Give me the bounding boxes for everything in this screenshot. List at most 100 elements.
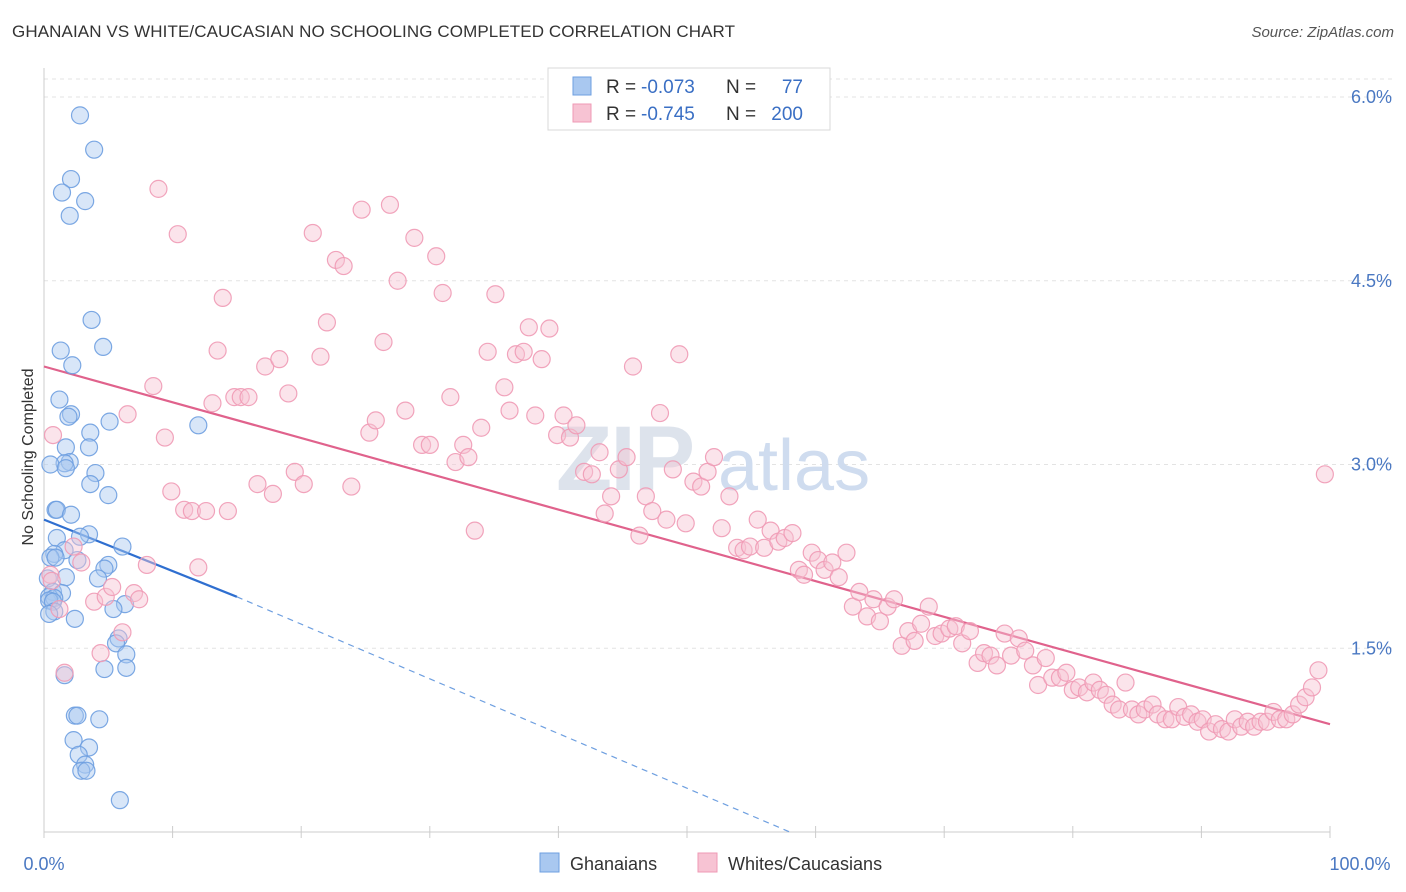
- point-0-14: [189, 416, 208, 435]
- point-1-8: [91, 644, 110, 663]
- series-ghanaians: [38, 106, 208, 810]
- point-0-35: [46, 548, 65, 567]
- point-1-153: [1097, 685, 1116, 704]
- point-0-29: [70, 527, 90, 546]
- point-1-137: [987, 656, 1007, 675]
- point-0-55: [117, 645, 136, 664]
- point-1-19: [162, 482, 181, 501]
- point-1-108: [789, 560, 808, 579]
- point-1-44: [342, 477, 361, 496]
- point-1-184: [1296, 688, 1315, 707]
- top-legend: R = -0.073 N = 77 R = -0.745 N = 200: [547, 67, 831, 131]
- point-0-8: [51, 341, 70, 360]
- point-1-74: [554, 406, 573, 425]
- point-1-133: [960, 621, 980, 641]
- point-1-34: [263, 484, 283, 503]
- point-0-3: [52, 183, 72, 202]
- data-points: [38, 106, 1334, 810]
- point-1-3: [50, 599, 69, 619]
- y-tick-label-1: 3.0%: [1351, 455, 1392, 475]
- point-1-37: [285, 462, 304, 481]
- point-1-1: [42, 571, 61, 590]
- point-1-117: [850, 582, 869, 602]
- point-1-186: [1309, 661, 1328, 680]
- y-tick-label-2: 4.5%: [1351, 271, 1392, 291]
- point-1-143: [1028, 675, 1048, 695]
- point-1-6: [72, 553, 91, 572]
- legend-n-value-ghanaians: 77: [782, 77, 803, 98]
- trend-ghanaians: [43, 518, 238, 598]
- point-0-52: [65, 609, 84, 628]
- point-0-40: [88, 569, 108, 588]
- point-1-45: [352, 200, 371, 219]
- gridlines: [44, 78, 1392, 649]
- point-0-22: [86, 463, 105, 483]
- point-0-15: [81, 423, 100, 442]
- point-1-30: [231, 388, 250, 407]
- point-0-66: [72, 761, 91, 780]
- point-1-55: [427, 247, 446, 266]
- point-1-35: [270, 350, 289, 369]
- point-1-52: [405, 228, 424, 247]
- point-0-1: [85, 140, 104, 159]
- point-1-43: [334, 256, 353, 276]
- point-1-76: [567, 416, 586, 435]
- point-1-32: [248, 475, 267, 494]
- watermark-zip: ZIP: [556, 408, 693, 510]
- point-1-69: [519, 318, 538, 337]
- legend-frame: [547, 67, 831, 131]
- point-1-7: [85, 592, 104, 611]
- y-axis-label: No Schooling Completed: [20, 369, 37, 546]
- point-1-33: [256, 357, 275, 376]
- point-1-17: [149, 179, 168, 198]
- point-1-4: [55, 663, 74, 682]
- point-1-64: [486, 285, 505, 304]
- point-1-112: [815, 560, 834, 579]
- point-1-78: [582, 465, 601, 484]
- point-0-24: [99, 486, 118, 505]
- point-1-83: [617, 448, 636, 467]
- point-0-67: [77, 761, 96, 780]
- watermark-atlas: atlas: [718, 426, 870, 506]
- point-1-60: [459, 448, 478, 467]
- point-0-27: [61, 505, 81, 524]
- point-1-120: [870, 612, 890, 631]
- bottom-legend-swatch-whites: [697, 852, 718, 873]
- point-0-51: [40, 604, 59, 624]
- point-1-80: [595, 504, 614, 523]
- point-1-107: [783, 523, 802, 543]
- x-tick-label-0: 0.0%: [23, 854, 64, 874]
- legend-n-label-1: N =: [726, 77, 756, 98]
- point-1-71: [532, 350, 551, 369]
- legend-swatch-ghanaians: [572, 76, 592, 96]
- point-1-70: [526, 406, 545, 425]
- point-1-119: [864, 590, 883, 609]
- point-1-85: [630, 526, 649, 545]
- point-1-131: [946, 617, 965, 636]
- point-0-2: [61, 169, 81, 189]
- point-1-166: [1182, 705, 1201, 724]
- point-1-28: [218, 501, 237, 521]
- point-1-92: [676, 514, 695, 533]
- point-1-18: [155, 428, 174, 447]
- point-0-16: [56, 438, 75, 457]
- point-1-31: [239, 388, 258, 407]
- point-1-121: [878, 597, 897, 616]
- point-1-177: [1251, 712, 1270, 731]
- bottom-legend-ghanaians: Ghanaians: [570, 854, 657, 874]
- point-1-182: [1283, 705, 1302, 724]
- point-1-136: [981, 646, 1000, 665]
- point-1-15: [137, 555, 156, 575]
- point-1-14: [130, 590, 149, 609]
- point-1-185: [1302, 678, 1322, 697]
- point-0-31: [113, 537, 132, 556]
- point-0-11: [61, 405, 81, 424]
- bottom-legend-swatch-ghanaians: [539, 852, 560, 873]
- point-0-23: [81, 475, 100, 494]
- point-0-4: [76, 192, 95, 211]
- point-0-68: [110, 791, 129, 810]
- trend-lines: [43, 365, 1331, 833]
- point-1-27: [213, 288, 232, 307]
- point-1-57: [441, 388, 460, 407]
- point-1-97: [712, 519, 731, 538]
